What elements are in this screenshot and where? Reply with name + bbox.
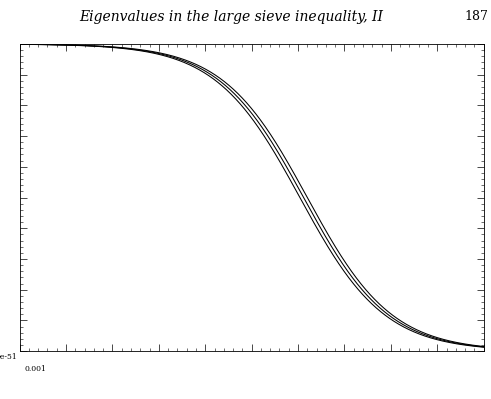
Text: 0.001: 0.001 (24, 365, 46, 373)
Text: 9e-51: 9e-51 (0, 353, 17, 361)
Text: 187: 187 (464, 10, 489, 23)
Text: Eigenvalues in the large sieve inequality, II: Eigenvalues in the large sieve inequalit… (79, 10, 383, 24)
